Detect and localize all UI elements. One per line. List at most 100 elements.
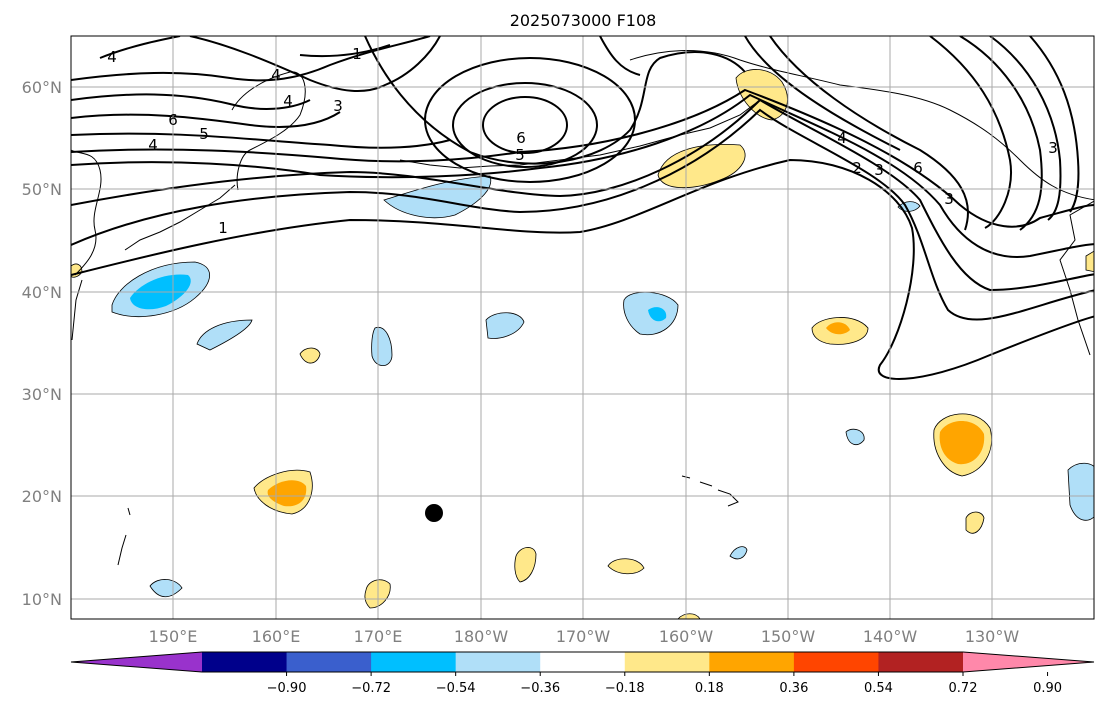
contour-label: 6 [168,111,178,129]
colorbar-tick-label: −0.90 [267,681,307,696]
colorbar-tick-label: 0.36 [779,681,808,696]
coastline-aleutians [399,99,761,169]
lon-label: 150°W [761,627,816,646]
pos-anomaly-5-core [826,322,850,335]
contour-label: 4 [837,129,847,147]
colorbar-tick-label: 0.18 [695,681,724,696]
colorbar-segment [878,652,964,672]
graticule [71,36,1094,619]
contour-line [769,36,969,231]
colorbar-tick-label: 0.90 [1033,681,1062,696]
lat-label: 60°N [22,78,62,97]
colorbar-segment [709,652,795,672]
contour-label: 1 [352,45,362,63]
contour-line [364,36,746,165]
contour-line [1029,36,1080,213]
contour-label: 1 [218,219,228,237]
neg-anomaly-8 [729,546,748,560]
pos-anomaly-7 [514,547,537,583]
lon-label: 160°W [659,627,714,646]
contour-label: 6 [913,159,923,177]
contour-line [71,93,311,110]
pos-anomaly-6-core [939,421,985,465]
pos-anomaly-10 [965,511,985,534]
coastline-north-america [1059,200,1094,356]
lon-label: 180°W [454,627,509,646]
contour-label: 3 [944,190,954,208]
anomaly-fills [71,69,1094,619]
colorbar-extend-max [963,652,1094,672]
contour-line [299,44,391,58]
coastline-kuril [124,184,236,251]
neg-anomaly-4 [485,312,525,339]
coastline-marianas [117,507,131,566]
pos-anomaly-13 [1085,250,1094,273]
contour-line [71,132,451,149]
coastline-kamchatka [231,71,306,191]
pos-anomaly-4-core [267,480,307,507]
colorbar-segment [202,652,288,672]
colorbar-extend-min [71,652,202,672]
contour-line [71,98,1094,292]
lon-label: 130°W [965,627,1020,646]
contour-label: 3 [874,161,884,179]
contour-labels: 4 1 4 4 3 6 5 4 6 5 1 4 2 3 6 3 3 [107,45,1058,237]
pos-anomaly-9 [607,558,645,575]
contour-line [99,36,181,59]
contour-line [71,36,431,82]
colorbar-tick-label: −0.54 [436,681,476,696]
latitude-labels: 10°N 20°N 30°N 40°N 50°N 60°N [22,78,62,609]
contour-label: 6 [516,129,526,147]
colorbar: −0.90 −0.72 −0.54 −0.36 −0.18 0.18 0.36 0.54 0.7… [70,651,1095,696]
lon-label: 160°E [252,627,301,646]
colorbar-tick-label: −0.18 [605,681,645,696]
neg-anomaly-3 [383,175,492,219]
colorbar-segment [286,652,372,672]
colorbar-segment [540,652,626,672]
contour-label: 5 [199,125,209,143]
colorbar-segment [624,652,710,672]
colorbar-segment [793,652,879,672]
contour-label: 2 [852,159,862,177]
map-title: 2025073000 F108 [510,11,657,30]
pos-anomaly-3 [299,347,321,364]
lat-label: 10°N [22,590,62,609]
contour-line [71,88,1094,228]
contour-line [744,36,901,151]
colorbar-outline [70,651,1095,673]
coastline-alaska [629,50,1094,201]
neg-anomaly-9 [149,579,183,598]
contour-label: 4 [148,136,158,154]
coastlines [71,50,1094,566]
contour-label: 4 [283,92,293,110]
contour-line [71,108,1094,321]
contour-label: 3 [333,97,343,115]
contour-line [71,158,1094,380]
lat-label: 40°N [22,283,62,302]
colorbar-tick-label: 0.72 [949,681,978,696]
neg-anomaly-6 [845,428,865,446]
contour-line [189,36,441,92]
neg-anomaly-5-core [648,307,667,322]
contour-label: 5 [515,146,525,164]
map-frame [70,35,1095,620]
contour-label: 3 [1048,139,1058,157]
contour-line [599,36,641,76]
neg-anomaly-1 [196,319,253,351]
longitude-labels: 150°E 160°E 170°E 180°W 170°W 160°W 150°… [149,627,1020,646]
colorbar-tick-label: −0.36 [520,681,560,696]
lon-label: 140°W [863,627,918,646]
coastline-asia [71,149,102,341]
lat-label: 30°N [22,385,62,404]
contour-closed [452,82,598,168]
contour-line [71,111,341,128]
colorbar-tick-label: 0.54 [864,681,893,696]
colorbar-segment [371,652,457,672]
lat-label: 50°N [22,180,62,199]
storm-position-marker [425,504,443,522]
contour-label: 4 [271,66,281,84]
contour-label: 4 [107,48,117,66]
contour-line [959,36,1043,231]
lon-label: 170°E [354,627,403,646]
